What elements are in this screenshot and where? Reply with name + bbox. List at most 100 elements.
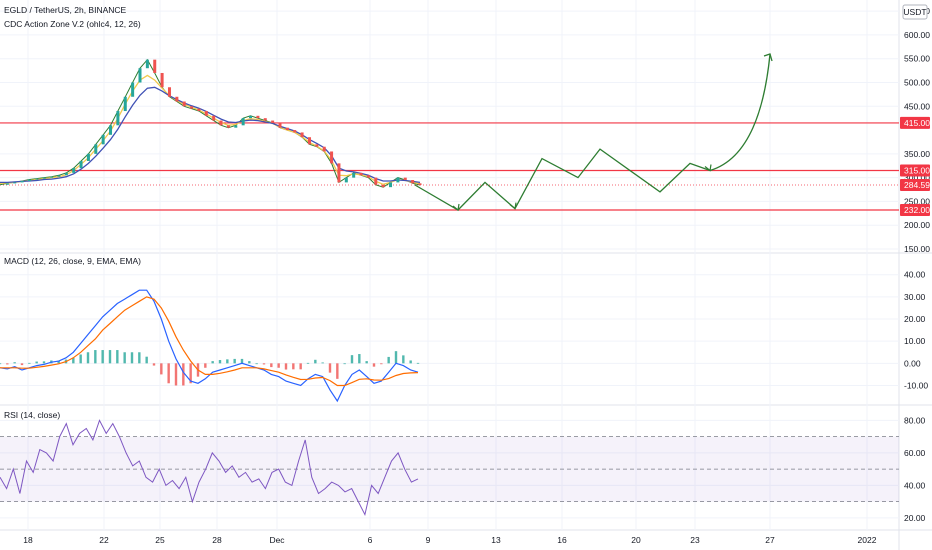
candle — [57, 175, 61, 177]
macd-histogram-bar — [42, 361, 46, 364]
candle — [307, 137, 311, 145]
candle — [249, 115, 253, 119]
y-tick-label: 500.00 — [904, 77, 930, 87]
indicator-title: CDC Action Zone V.2 (ohlc4, 12, 26) — [4, 19, 141, 29]
macd-histogram-bar — [218, 360, 222, 364]
candle — [35, 178, 39, 180]
price-tag — [900, 164, 930, 177]
projection-zigzag[interactable] — [414, 148, 711, 211]
rsi-line — [0, 419, 419, 517]
candle — [396, 177, 400, 183]
candle — [293, 130, 297, 133]
candle — [352, 172, 356, 178]
y-tick-label: 30.00 — [904, 292, 926, 302]
macd-histogram-bar — [86, 352, 90, 364]
price-tag-label: 415.00 — [904, 118, 930, 128]
candle — [337, 163, 341, 183]
macd-histogram-bar — [402, 355, 405, 364]
candle — [219, 120, 223, 126]
projection-arrowhead — [704, 164, 712, 172]
projection-curve[interactable] — [709, 53, 771, 172]
candle — [359, 172, 363, 176]
y-tick-label: 40.00 — [904, 270, 926, 280]
macd-histogram-bar — [189, 363, 192, 384]
macd-histogram-bar — [336, 363, 339, 379]
y-tick-label: 450.00 — [904, 101, 930, 111]
candle — [226, 125, 230, 128]
x-tick-label: 18 — [23, 535, 33, 545]
y-tick-label: 10.00 — [904, 336, 926, 346]
candle — [123, 96, 127, 112]
y-tick-label: 250.00 — [904, 196, 930, 206]
candle — [72, 168, 76, 173]
macd-histogram-bar — [130, 352, 134, 364]
macd-histogram-bar — [262, 363, 266, 365]
macd-histogram-bar — [409, 360, 412, 364]
y-tick-label: 20.00 — [904, 513, 926, 523]
macd-histogram-bar — [28, 362, 31, 364]
macd-histogram-bar — [380, 363, 383, 365]
candle — [344, 177, 348, 183]
price-tag-label: 232.00 — [904, 205, 930, 215]
y-tick-label: 300.00 — [904, 173, 930, 183]
macd-histogram-bar — [182, 363, 185, 386]
signal-line — [0, 296, 419, 387]
candle — [153, 59, 157, 73]
price-tag — [900, 203, 930, 216]
macd-histogram-bar — [101, 350, 104, 364]
projection-arrowhead — [763, 53, 773, 62]
candle — [20, 180, 24, 183]
macd-histogram-bar — [35, 361, 38, 364]
candle — [175, 96, 179, 102]
candle — [42, 177, 46, 179]
x-tick-label: 28 — [212, 535, 222, 545]
price-tag — [900, 116, 930, 129]
macd-histogram-bar — [299, 363, 302, 370]
macd-histogram-bar — [248, 361, 251, 364]
candle — [234, 125, 238, 128]
rsi-title: RSI (14, close) — [4, 410, 60, 420]
x-tick-label: Dec — [269, 535, 285, 545]
grid — [0, 0, 899, 530]
candle — [315, 144, 319, 147]
macd-histogram-bar — [314, 359, 317, 364]
macd-histogram-bar — [284, 363, 288, 370]
projection-arrowhead — [452, 203, 460, 212]
macd-histogram-bar — [328, 363, 332, 373]
macd-histogram-bar — [116, 350, 119, 364]
candle — [138, 68, 142, 83]
macd-histogram-bar — [394, 351, 398, 364]
macd-histogram-bar — [94, 350, 97, 364]
macd-histogram-bar — [233, 358, 236, 364]
candle — [374, 177, 378, 185]
candle — [322, 146, 326, 152]
x-tick-label: 2022 — [858, 535, 877, 545]
candle — [182, 101, 186, 107]
macd-histogram-bar — [138, 352, 141, 364]
candle — [241, 118, 245, 126]
x-tick-label: 20 — [631, 535, 641, 545]
macd-histogram-bar — [145, 356, 148, 364]
price-tags: 415.00 315.00 284.59 232.00 — [900, 116, 930, 216]
candle — [13, 182, 17, 184]
x-tick-label: 9 — [426, 535, 431, 545]
macd-histogram-bar — [416, 362, 420, 364]
price-tag — [900, 178, 930, 191]
candle — [5, 183, 9, 185]
y-tick-label: 550.00 — [904, 54, 930, 64]
x-tick-label: 27 — [765, 535, 775, 545]
macd-histogram-bar — [108, 350, 112, 364]
candle — [160, 72, 164, 88]
macd-histogram-bar — [79, 354, 82, 364]
currency-badge[interactable] — [902, 4, 928, 20]
candle — [197, 108, 201, 112]
y-tick-label: 0.00 — [904, 358, 921, 368]
x-tick-label: 23 — [690, 535, 700, 545]
candle — [330, 151, 334, 164]
candle — [50, 176, 54, 178]
candle — [116, 111, 120, 126]
macd-histogram-bar — [306, 362, 310, 364]
macd-histogram-bar — [72, 357, 75, 364]
candle — [131, 82, 135, 97]
